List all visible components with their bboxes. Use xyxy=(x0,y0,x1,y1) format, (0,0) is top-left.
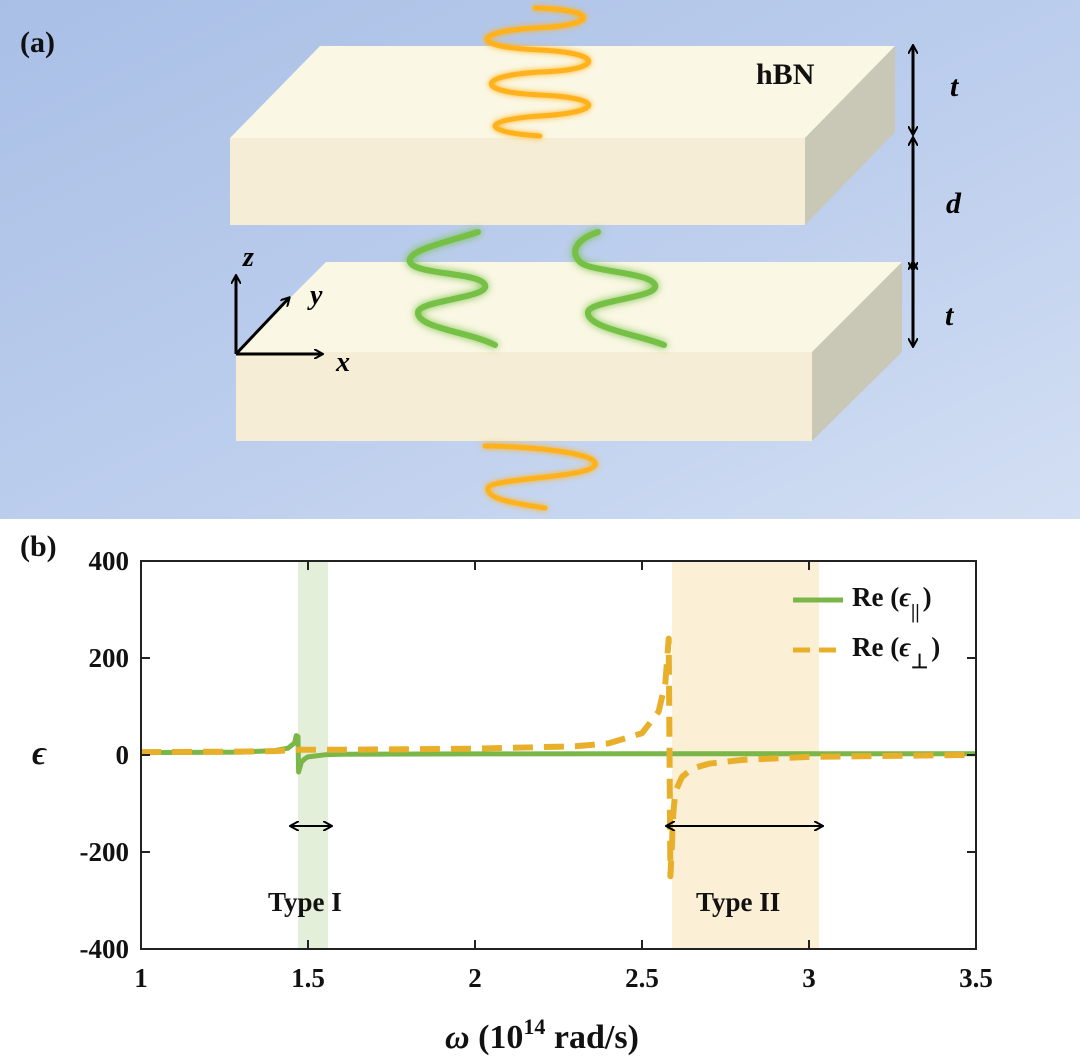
axis-y-label: y xyxy=(307,280,323,311)
panel-a: z y x t d t hBN (a) xyxy=(0,0,1080,519)
legend-entry-perpendicular: Re (ϵ⊥) xyxy=(852,632,940,673)
dimension-t-top: t xyxy=(950,70,960,103)
x-ticks: 1 1.5 2 2.5 3 3.5 xyxy=(134,561,993,993)
x-axis-label: ω (1014 rad/s) xyxy=(445,1014,639,1056)
evanescent-wave-green-right xyxy=(572,229,667,348)
x-tick-label: 2 xyxy=(468,963,482,993)
axis-x-label: x xyxy=(335,347,350,378)
y-tick-label: 200 xyxy=(89,643,130,673)
axis-z-label: z xyxy=(242,242,254,273)
region-label-type-i: Type I xyxy=(268,887,342,917)
panel-a-label: (a) xyxy=(20,26,55,59)
legend: Re (ϵ||) Re (ϵ⊥) xyxy=(793,582,940,673)
x-tick-label: 3 xyxy=(802,963,816,993)
y-tick-label: 0 xyxy=(116,740,130,770)
x-tick-label: 1 xyxy=(134,963,148,993)
watermark: 大数跨境 xyxy=(50,1029,130,1053)
panel-b-label: (b) xyxy=(20,530,57,563)
y-axis-label: ϵ xyxy=(32,735,47,772)
x-tick-label: 3.5 xyxy=(959,963,993,993)
top-hbn-slab xyxy=(230,46,895,225)
region-label-type-ii: Type II xyxy=(696,887,780,917)
evanescent-wave-green-left xyxy=(406,229,498,348)
series-line-perpendicular xyxy=(141,635,976,880)
x-tick-label: 1.5 xyxy=(291,963,325,993)
transmitted-wave-orange xyxy=(482,443,598,511)
coordinate-axes xyxy=(236,276,322,354)
bottom-hbn-slab xyxy=(236,262,902,441)
y-tick-label: 400 xyxy=(89,546,130,576)
dimension-d: d xyxy=(946,187,962,220)
data-series xyxy=(141,635,976,880)
series-line-parallel xyxy=(141,733,976,775)
y-ticks: 400 200 0 -200 -400 xyxy=(80,546,976,964)
y-tick-label: -200 xyxy=(80,837,130,867)
y-tick-label: -400 xyxy=(80,934,130,964)
material-label-hbn: hBN xyxy=(756,58,815,91)
x-tick-label: 2.5 xyxy=(625,963,659,993)
dimension-t-bottom: t xyxy=(945,299,955,332)
incident-wave-orange xyxy=(484,5,591,139)
legend-entry-parallel: Re (ϵ||) xyxy=(852,582,932,623)
